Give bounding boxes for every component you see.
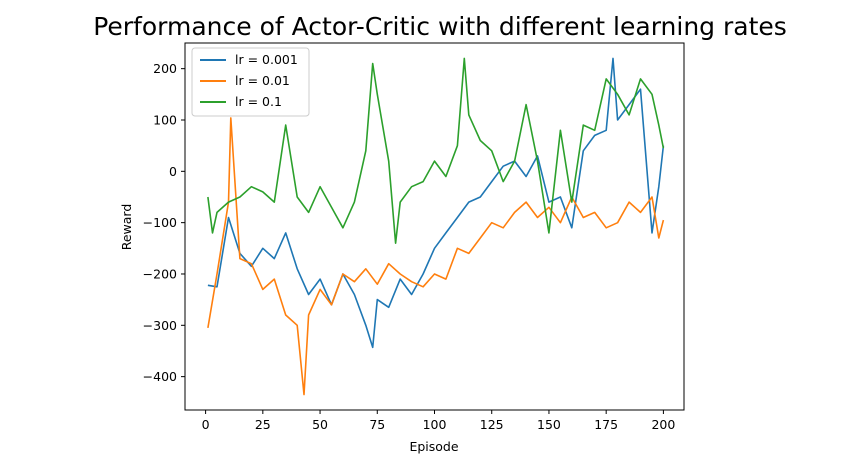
series-line-0	[207, 57, 665, 349]
x-axis: 0 25 50 75 100 125 150 175 200	[202, 410, 675, 432]
x-tick-label-8: 200	[651, 417, 675, 432]
y-tick-label-4: 0	[169, 164, 177, 179]
x-tick-label-1: 25	[255, 417, 271, 432]
series-layer	[207, 57, 665, 396]
y-tick-label-2: −200	[143, 266, 177, 281]
y-axis: −400 −300 −200 −100 0 100 200	[143, 61, 185, 384]
x-tick-label-2: 50	[312, 417, 328, 432]
legend-label-0: lr = 0.001	[235, 52, 298, 67]
y-tick-label-5: 100	[153, 112, 177, 127]
y-axis-label: Reward	[119, 204, 134, 251]
x-tick-label-3: 75	[369, 417, 385, 432]
y-tick-label-0: −400	[143, 369, 177, 384]
x-tick-label-5: 125	[480, 417, 504, 432]
series-line-2	[207, 57, 665, 244]
x-tick-label-4: 100	[423, 417, 447, 432]
x-tick-label-7: 175	[594, 417, 618, 432]
legend-label-2: lr = 0.1	[235, 94, 282, 109]
y-tick-label-6: 200	[153, 61, 177, 76]
series-line-1	[207, 117, 665, 396]
x-tick-label-6: 150	[537, 417, 561, 432]
y-tick-label-3: −100	[143, 215, 177, 230]
legend-box	[191, 47, 310, 117]
legend-label-1: lr = 0.01	[235, 73, 290, 88]
x-tick-label-0: 0	[202, 417, 210, 432]
chart-title: Performance of Actor-Critic with differe…	[93, 12, 787, 41]
legend: lr = 0.001 lr = 0.01 lr = 0.1	[191, 47, 310, 117]
y-tick-label-1: −300	[143, 318, 177, 333]
x-axis-label: Episode	[409, 439, 458, 454]
